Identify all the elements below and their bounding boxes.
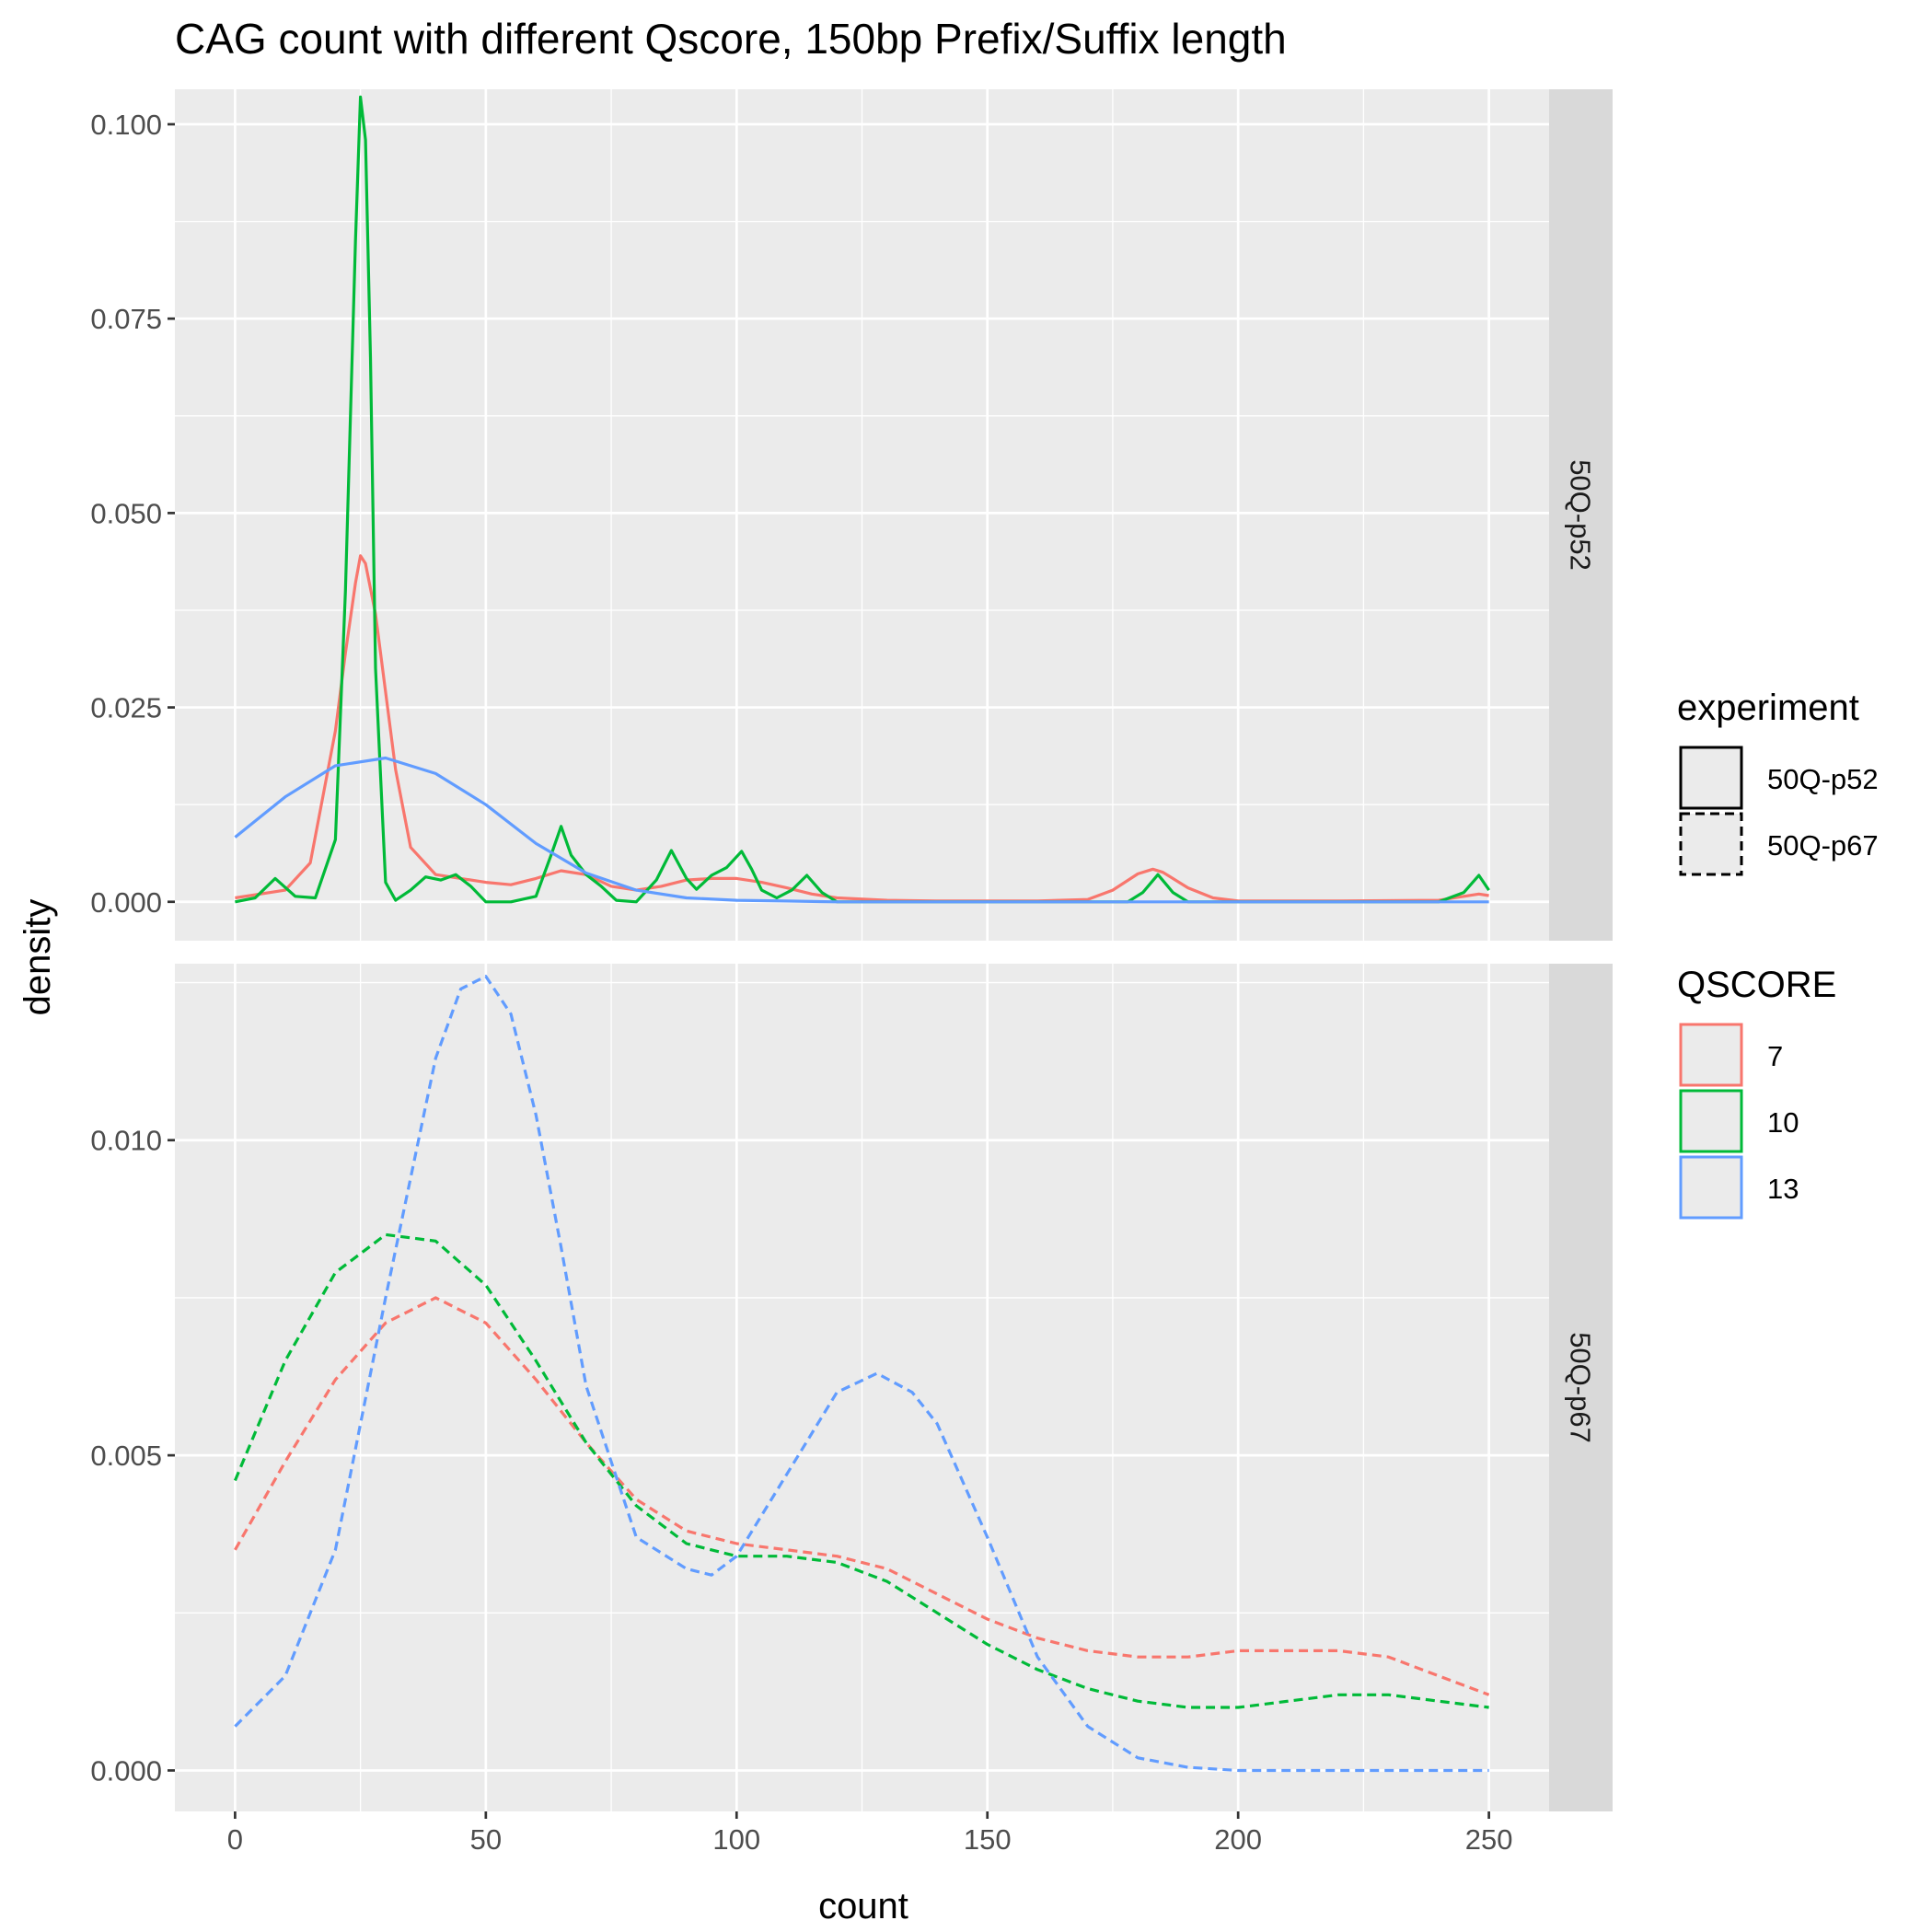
y-tick-label: 0.025 <box>90 692 162 724</box>
x-tick-label: 0 <box>227 1823 243 1856</box>
facet-panels: 0.0000.0250.0500.0750.10050Q-p520.0000.0… <box>90 89 1613 1811</box>
series-line-qscore-7 <box>235 554 1489 903</box>
series-line-qscore-13 <box>234 975 1489 1773</box>
y-tick-label: 0.100 <box>90 109 162 141</box>
legend-label-50Q-p52: 50Q-p52 <box>1767 763 1879 795</box>
facet-strip <box>1549 89 1613 941</box>
x-tick-label: 100 <box>712 1823 760 1856</box>
y-tick-label: 0.010 <box>90 1125 162 1157</box>
x-axis-title: count <box>818 1886 908 1926</box>
facet-strip-label: 50Q-p52 <box>1565 459 1597 571</box>
x-tick-label: 50 <box>470 1823 502 1856</box>
panel-50Q-p67: 0.000 0.005 0.010 50Q-p67 <box>90 964 1613 1811</box>
series-line-qscore-7 <box>234 1296 1490 1696</box>
facet-strip <box>1549 964 1613 1811</box>
y-axis-title: density <box>17 899 58 1016</box>
legend-experiment-title: experiment <box>1677 688 1859 728</box>
series-line-qscore-13 <box>234 756 1489 904</box>
facet-strip-label: 50Q-p67 <box>1565 1332 1597 1443</box>
x-tick-label: 250 <box>1465 1823 1513 1856</box>
legend-key-qscore-7 <box>1679 1023 1743 1087</box>
legend-key-qscore-13 <box>1679 1155 1743 1220</box>
series-line-qscore-10 <box>235 95 1490 904</box>
y-tick-label: 0.050 <box>90 497 162 529</box>
y-tick-label: 0.005 <box>90 1440 162 1472</box>
legend-key-qscore-10 <box>1679 1089 1743 1153</box>
y-tick-label: 0.000 <box>90 886 162 919</box>
legend-key-50Q-p67 <box>1679 812 1743 876</box>
legend-qscore-title: QSCORE <box>1677 965 1836 1005</box>
legend-label-qscore-7: 7 <box>1767 1040 1783 1072</box>
x-axis: 0 50 100 150 200 250 <box>227 1811 1513 1856</box>
legend-label-qscore-13: 13 <box>1767 1173 1799 1205</box>
legend-experiment: experiment 50Q-p52 50Q-p67 <box>1677 688 1879 876</box>
legend-label-50Q-p67: 50Q-p67 <box>1767 829 1879 862</box>
y-tick-label: 0.000 <box>90 1754 162 1787</box>
series-line-qscore-10 <box>233 1232 1489 1709</box>
panel-50Q-p52: 0.000 0.025 0.050 0.075 0.100 50Q-p52 <box>90 89 1613 941</box>
chart-title: CAG count with different Qscore, 150bp P… <box>175 15 1287 63</box>
y-tick-label: 0.075 <box>90 303 162 335</box>
legend-key-50Q-p52 <box>1679 746 1743 810</box>
x-tick-label: 200 <box>1214 1823 1262 1856</box>
legend-label-qscore-10: 10 <box>1767 1106 1799 1139</box>
legend-qscore: QSCORE 7 10 13 <box>1677 965 1836 1220</box>
x-tick-label: 150 <box>964 1823 1012 1856</box>
